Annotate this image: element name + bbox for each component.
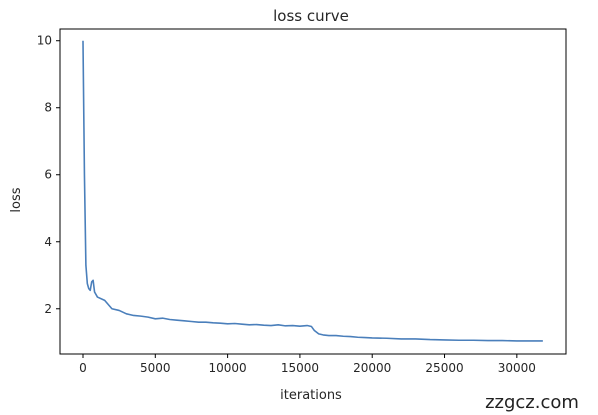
y-tick-label: 8 [44,101,52,115]
x-tick-label: 5000 [140,361,171,375]
x-axis: 0 5000 10000 15000 20000 25000 30000 [79,354,536,375]
plot-area [82,40,543,342]
y-tick-label: 6 [44,168,52,182]
x-tick-label: 10000 [209,361,247,375]
axes-frame [59,28,567,355]
chart-title: loss curve [273,7,349,25]
y-tick-label: 4 [44,235,52,249]
loss-line [82,40,543,342]
y-tick-label: 2 [44,302,52,316]
x-tick-label: 25000 [425,361,463,375]
x-axis-label: iterations [280,388,342,403]
x-tick-label: 0 [79,361,87,375]
y-tick-label: 10 [37,34,52,48]
x-tick-label: 20000 [353,361,391,375]
x-tick-label: 30000 [498,361,536,375]
watermark: zzgcz.com [485,392,579,413]
x-tick-label: 15000 [281,361,319,375]
y-axis: 2 4 6 8 10 [37,34,60,316]
y-axis-label: loss [9,187,24,212]
